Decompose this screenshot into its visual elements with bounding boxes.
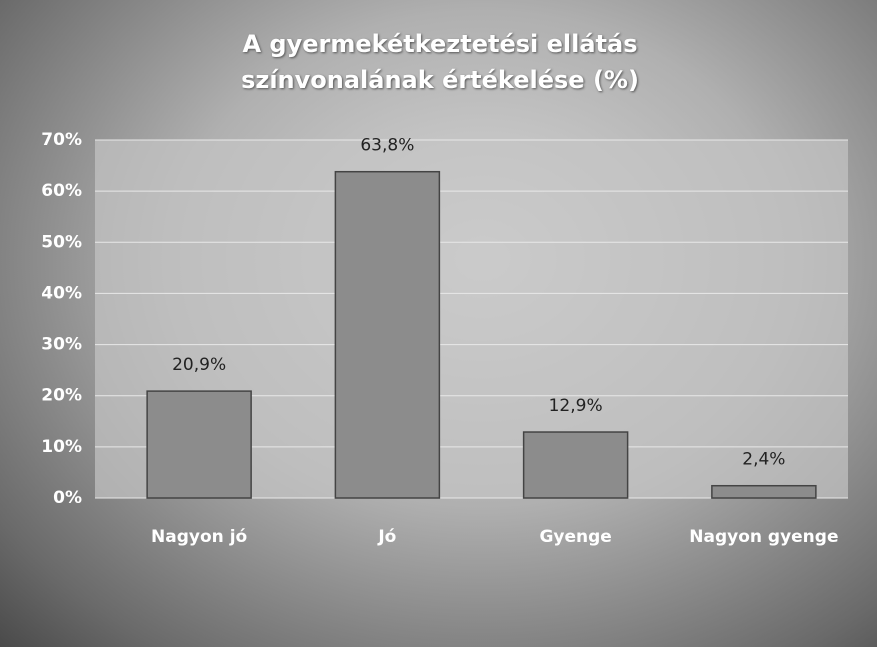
x-tick-label: Nagyon jó	[151, 527, 247, 547]
x-tick-label: Nagyon gyenge	[689, 527, 838, 547]
x-tick-label: Gyenge	[539, 527, 611, 547]
data-label: 12,9%	[549, 396, 603, 416]
bar	[522, 431, 629, 499]
y-tick-label: 0%	[53, 488, 82, 508]
y-tick-label: 30%	[41, 335, 82, 355]
y-tick-label: 60%	[41, 181, 82, 201]
x-tick-label: Jó	[377, 527, 396, 547]
y-tick-label: 10%	[41, 437, 82, 457]
data-label: 63,8%	[360, 136, 414, 156]
bar	[711, 484, 817, 499]
y-tick-label: 20%	[41, 386, 82, 406]
chart-title: A gyermekétkeztetési ellátás színvonalán…	[241, 30, 639, 94]
y-tick-label: 50%	[41, 232, 82, 252]
data-label: 20,9%	[172, 355, 226, 375]
bar	[146, 390, 252, 499]
data-label: 2,4%	[742, 450, 785, 470]
y-tick-label: 40%	[41, 283, 82, 303]
bar	[334, 170, 441, 499]
y-tick-label: 70%	[41, 130, 82, 150]
